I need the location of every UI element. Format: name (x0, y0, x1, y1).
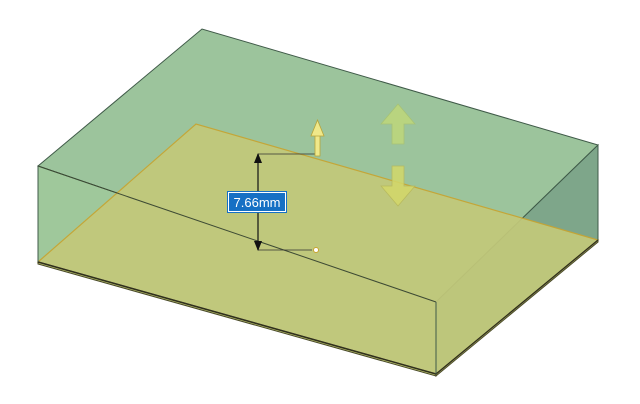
reference-point[interactable] (313, 247, 319, 253)
drag-handle-arrow-icon[interactable] (310, 118, 325, 157)
bottom-right-edge-line (435, 239, 599, 375)
dimension-value-box[interactable]: 7.66mm (228, 192, 286, 212)
bottom-edge-line (37, 261, 437, 375)
dimension-arrow-top-icon (254, 153, 262, 163)
back-edge-line (37, 165, 437, 303)
push-pull-down-arrow-icon[interactable] (380, 165, 416, 207)
push-pull-up-arrow-icon[interactable] (380, 103, 416, 145)
dimension-arrow-bottom-icon (254, 241, 262, 251)
